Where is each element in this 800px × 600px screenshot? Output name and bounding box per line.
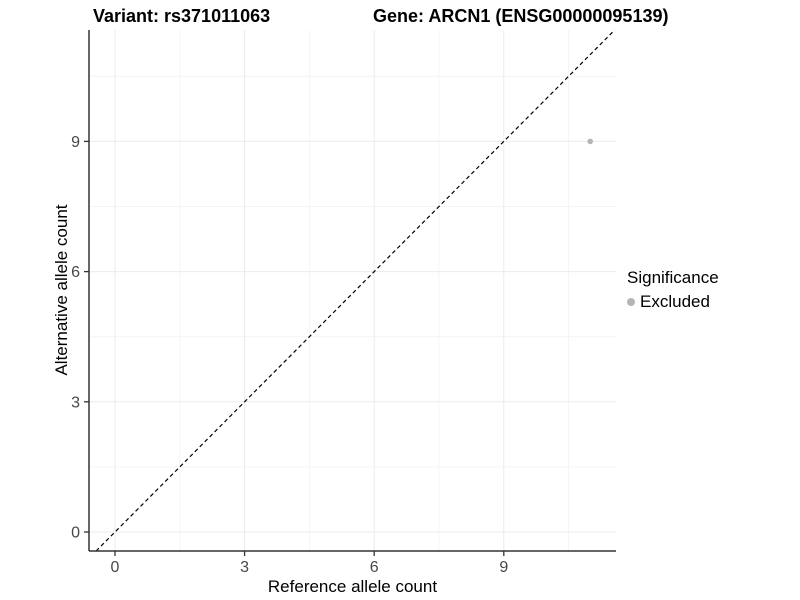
x-tick-label: 6 [370, 559, 379, 576]
x-tick-label: 0 [111, 559, 120, 576]
y-tick-label: 3 [71, 394, 80, 411]
legend: Significance Excluded [627, 268, 719, 312]
x-tick-label: 9 [499, 559, 508, 576]
x-axis-title: Reference allele count [267, 577, 438, 596]
y-tick-label: 0 [71, 525, 80, 542]
data-point-excluded[interactable] [587, 138, 593, 145]
y-tick-label: 6 [71, 264, 80, 281]
identity-reference-line [95, 29, 616, 552]
plot-title-gene: Gene: ARCN1 (ENSG00000095139) [373, 6, 669, 26]
plot-title-variant: Variant: rs371011063 [93, 6, 271, 26]
legend-point-icon [627, 298, 635, 306]
x-tick-label: 3 [240, 559, 249, 576]
y-tick-label: 9 [71, 134, 80, 151]
y-axis-title: Alternative allele count [52, 204, 71, 376]
legend-title: Significance [627, 268, 719, 287]
legend-item-excluded: Excluded [627, 292, 719, 312]
legend-item-label: Excluded [640, 292, 710, 311]
